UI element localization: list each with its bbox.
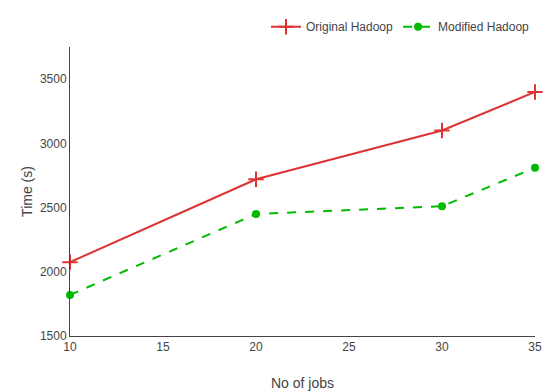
svg-text:3500: 3500 xyxy=(40,72,67,86)
svg-text:20: 20 xyxy=(249,340,263,354)
svg-text:Time (s): Time (s) xyxy=(19,166,35,217)
svg-text:35: 35 xyxy=(528,340,542,354)
svg-text:Original Hadoop: Original Hadoop xyxy=(306,20,393,34)
svg-text:1500: 1500 xyxy=(40,329,67,343)
svg-text:25: 25 xyxy=(342,340,356,354)
svg-text:2500: 2500 xyxy=(40,201,67,215)
svg-text:3000: 3000 xyxy=(40,137,67,151)
svg-text:Modified Hadoop: Modified Hadoop xyxy=(438,20,529,34)
svg-text:30: 30 xyxy=(435,340,449,354)
svg-text:2000: 2000 xyxy=(40,265,67,279)
svg-text:10: 10 xyxy=(63,340,77,354)
svg-text:No of jobs: No of jobs xyxy=(271,375,334,391)
svg-text:15: 15 xyxy=(156,340,170,354)
